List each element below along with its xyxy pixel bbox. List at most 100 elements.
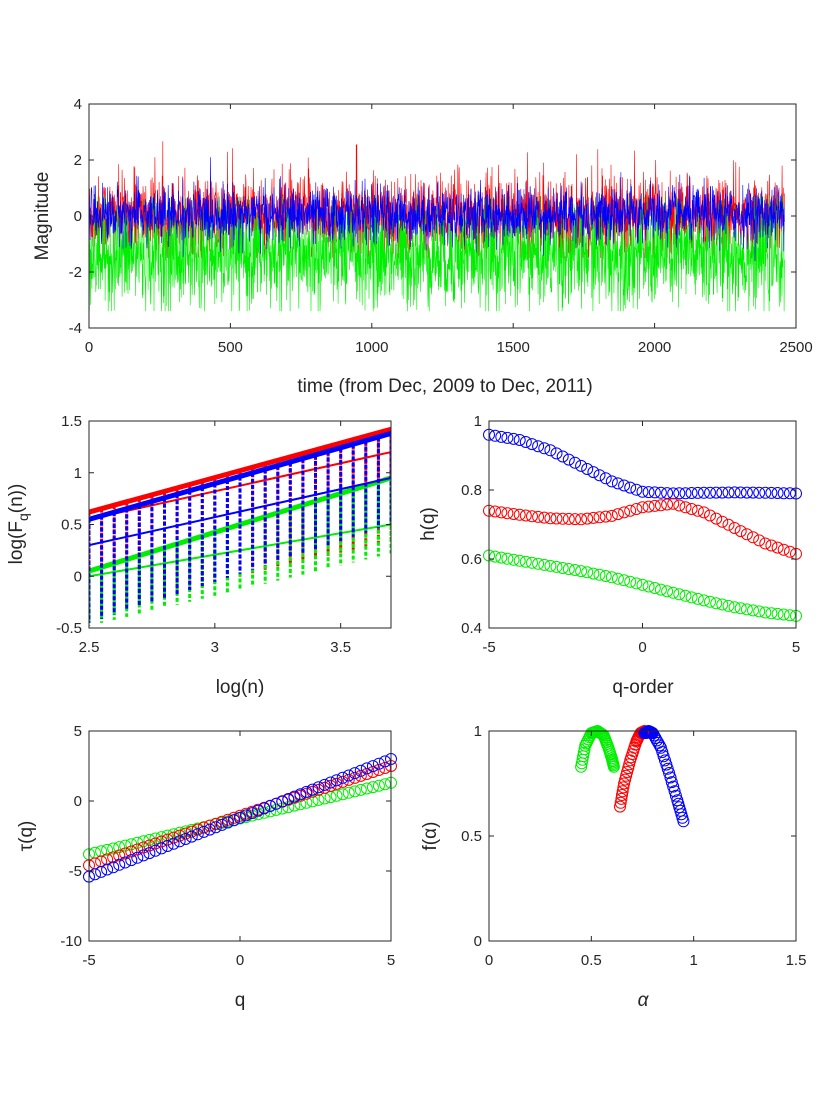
- fluctuation-xtick-label: 3.5: [330, 639, 351, 656]
- tau-marker-green: [276, 802, 289, 815]
- hq-marker-green: [489, 550, 502, 563]
- hq-marker-green: [569, 564, 581, 576]
- tau-marker-red: [342, 773, 355, 786]
- fluctuation-xtick-label: 3: [211, 639, 219, 656]
- falpha-plot-area: [575, 725, 690, 828]
- hq-marker-blue: [783, 487, 796, 500]
- hq-marker-green: [771, 607, 784, 620]
- hq-marker-green: [685, 591, 698, 604]
- hq-marker-red: [691, 504, 704, 517]
- hq-marker-red: [495, 506, 508, 519]
- fluctuation-ylabel: log(Fq(n)): [6, 484, 31, 565]
- tau-marker-green: [354, 783, 367, 796]
- tau-marker-green: [366, 781, 379, 794]
- hq-marker-blue: [532, 440, 545, 453]
- hq-marker-blue: [734, 486, 747, 499]
- hq-marker-blue: [710, 486, 723, 499]
- tau-marker-green: [348, 785, 361, 798]
- tau-marker-blue: [270, 797, 283, 810]
- tau-marker-blue: [215, 818, 228, 831]
- hq-ytick-label: 0.6: [461, 551, 482, 568]
- tau-marker-blue: [167, 837, 180, 850]
- hq-marker-green: [581, 566, 594, 579]
- falpha-xtick-label: 0.5: [581, 952, 602, 969]
- tau-marker-blue: [264, 800, 277, 812]
- hq-marker-green: [562, 563, 575, 575]
- timeseries-xtick-label: 500: [218, 339, 243, 356]
- hq-marker-green: [648, 582, 661, 594]
- tau-marker-red: [107, 851, 120, 864]
- hq-marker-red: [667, 497, 680, 510]
- hq-marker-blue: [624, 481, 637, 494]
- tau-marker-blue: [258, 802, 271, 815]
- hq-marker-red: [569, 513, 581, 526]
- hq-marker-green: [550, 560, 563, 573]
- hq-xtick-label: 5: [792, 639, 800, 656]
- hq-marker-green: [759, 606, 772, 619]
- fluctuation-ytick-label: 0.5: [61, 517, 82, 534]
- hq-marker-red: [611, 508, 624, 521]
- hq-marker-green: [722, 599, 735, 612]
- hq-marker-green: [783, 609, 796, 622]
- fluctuation-mid-line-blue: [89, 476, 391, 547]
- fluctuation-plot-area: [89, 426, 391, 626]
- hq-marker-red: [753, 534, 766, 547]
- hq-marker-blue: [507, 432, 520, 445]
- hq-marker-blue: [642, 486, 655, 499]
- hq-marker-red: [605, 509, 618, 522]
- hq-marker-blue: [519, 436, 532, 448]
- hq-marker-red: [697, 506, 710, 519]
- tau-marker-blue: [143, 847, 156, 860]
- falpha-marker-blue: [677, 815, 690, 828]
- tau-ytick-label: -5: [69, 863, 82, 880]
- falpha-xtick-label: 1.5: [786, 952, 807, 969]
- tau-marker-blue: [318, 778, 331, 791]
- falpha-marker-red: [614, 796, 627, 809]
- hq-marker-red: [642, 500, 655, 513]
- timeseries-ytick-label: 0: [74, 208, 82, 225]
- hq-marker-blue: [704, 486, 716, 499]
- hq-marker-red: [673, 499, 686, 512]
- hq-marker-blue: [648, 486, 661, 499]
- tau-marker-green: [149, 832, 162, 845]
- tau-marker-green: [312, 793, 325, 806]
- hq-marker-green: [740, 603, 753, 616]
- hq-marker-red: [777, 543, 790, 556]
- tau-marker-red: [125, 845, 138, 858]
- hq-marker-green: [495, 551, 508, 564]
- hq-marker-red: [624, 504, 637, 517]
- hq-marker-green: [519, 555, 532, 568]
- hq-marker-blue: [722, 486, 735, 499]
- hq-marker-green: [599, 570, 612, 582]
- hq-marker-blue: [618, 479, 631, 492]
- falpha-frame: [488, 730, 797, 942]
- hq-marker-green: [538, 558, 551, 571]
- tau-marker-blue: [119, 856, 132, 869]
- hq-marker-green: [526, 556, 538, 569]
- tau-ytick-label: 5: [74, 723, 82, 740]
- tau-xtick-label: 5: [387, 952, 395, 969]
- tau-marker-red: [191, 823, 204, 836]
- hq-marker-red: [747, 531, 759, 544]
- falpha-ytick-label: 1: [474, 723, 482, 740]
- tau-marker-red: [179, 827, 192, 840]
- fluctuation-columns-blue: [89, 433, 391, 623]
- tau-marker-red: [228, 811, 240, 824]
- hq-marker-green: [642, 580, 655, 593]
- hq-marker-green: [734, 602, 747, 615]
- hq-marker-green: [710, 597, 723, 610]
- tau-marker-blue: [89, 868, 101, 881]
- fluctuation-ytick-label: 1.5: [61, 413, 82, 430]
- tau-marker-red: [101, 853, 114, 866]
- hq-marker-blue: [667, 487, 680, 500]
- panel-fluctuation: 2.5 3 3.5 -0.5 0 0.5 1 1.5 log(n) log(Fq(n)): [6, 413, 392, 698]
- hq-marker-red: [526, 510, 538, 523]
- tau-ytick-label: 0: [74, 793, 82, 810]
- hq-marker-green: [575, 565, 588, 578]
- hq-marker-blue: [489, 429, 502, 442]
- tau-marker-red: [95, 855, 108, 868]
- tau-marker-blue: [107, 861, 120, 874]
- falpha-marker-blue: [667, 780, 680, 793]
- tau-marker-blue: [282, 793, 295, 805]
- hq-marker-blue: [740, 486, 753, 499]
